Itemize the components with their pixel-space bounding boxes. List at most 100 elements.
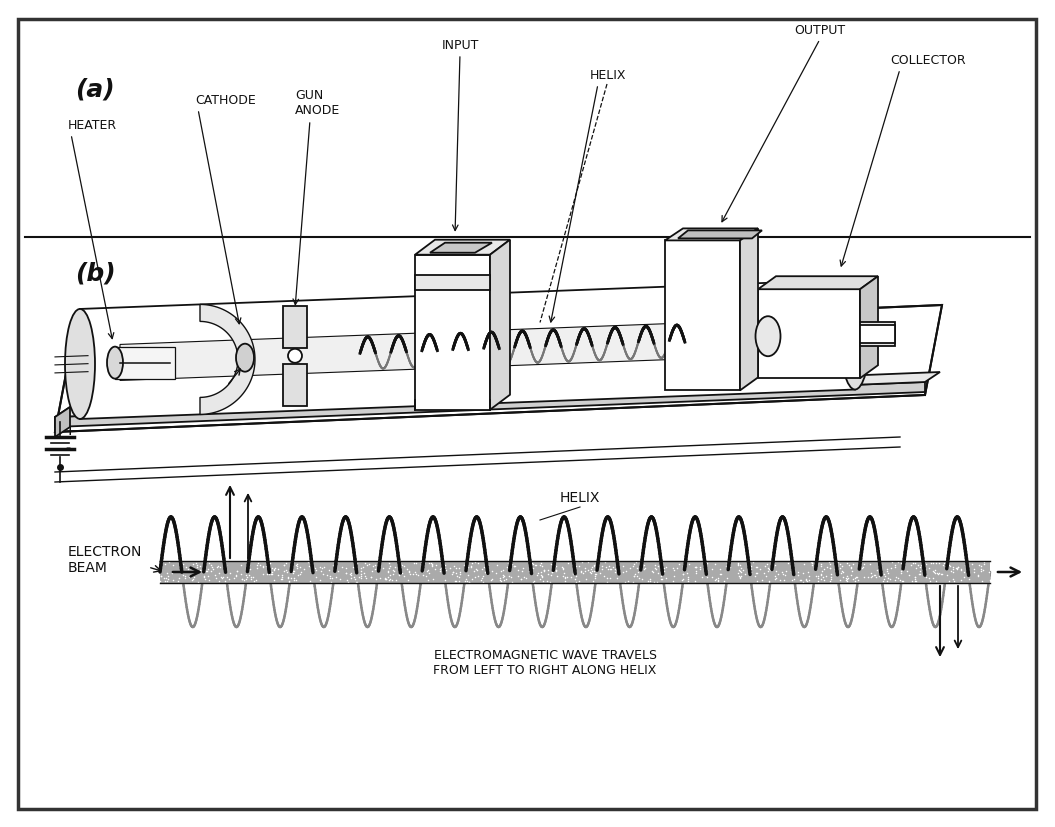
- Point: [972, 560, 989, 573]
- Point: [577, 562, 594, 575]
- Point: [523, 557, 540, 570]
- Point: [734, 563, 751, 576]
- Point: [886, 573, 903, 586]
- Point: [707, 557, 724, 571]
- Point: [536, 565, 553, 578]
- Point: [275, 558, 292, 571]
- Point: [656, 561, 673, 574]
- Point: [532, 558, 549, 571]
- Point: [627, 567, 644, 581]
- Point: [904, 575, 921, 588]
- Point: [273, 570, 290, 583]
- Point: [733, 565, 750, 578]
- Point: [876, 573, 893, 586]
- Point: [903, 558, 920, 571]
- Point: [850, 573, 867, 586]
- Point: [546, 560, 563, 573]
- Point: [381, 572, 398, 586]
- Point: [839, 571, 856, 585]
- Point: [891, 574, 908, 587]
- Point: [405, 557, 422, 570]
- Point: [262, 567, 279, 581]
- Point: [327, 571, 344, 584]
- Point: [933, 567, 950, 581]
- Point: [917, 562, 934, 575]
- Point: [518, 571, 535, 585]
- Point: [924, 556, 941, 569]
- Point: [945, 574, 962, 587]
- Point: [803, 557, 820, 570]
- Point: [953, 563, 970, 576]
- Point: [710, 571, 727, 584]
- Point: [686, 560, 703, 573]
- Point: [587, 570, 603, 583]
- Point: [865, 568, 882, 581]
- Point: [285, 571, 302, 585]
- Point: [906, 557, 923, 570]
- Point: [343, 568, 360, 581]
- Point: [254, 567, 271, 581]
- Point: [152, 575, 169, 588]
- Point: [249, 558, 266, 571]
- Point: [729, 559, 746, 572]
- Point: [390, 567, 407, 581]
- Point: [934, 567, 951, 581]
- Point: [506, 559, 523, 572]
- Point: [195, 560, 212, 573]
- Point: [510, 570, 526, 583]
- Point: [250, 557, 267, 570]
- Point: [634, 572, 651, 586]
- Point: [160, 556, 177, 569]
- Point: [464, 557, 481, 570]
- Point: [159, 574, 176, 587]
- Point: [446, 574, 463, 587]
- Point: [498, 572, 515, 586]
- Point: [270, 568, 287, 581]
- Point: [295, 562, 312, 576]
- Point: [534, 574, 551, 587]
- Point: [331, 572, 348, 586]
- Point: [567, 573, 583, 586]
- Point: [237, 573, 254, 586]
- Point: [650, 560, 667, 573]
- Point: [459, 568, 476, 581]
- Point: [971, 558, 987, 571]
- Point: [935, 558, 952, 571]
- Point: [780, 557, 797, 570]
- Point: [774, 566, 791, 580]
- Text: HEATER: HEATER: [68, 119, 117, 132]
- Point: [803, 556, 820, 569]
- Point: [199, 569, 216, 582]
- Point: [286, 573, 303, 586]
- Point: [696, 560, 713, 573]
- Point: [636, 562, 653, 575]
- Point: [848, 571, 865, 584]
- Point: [653, 572, 670, 586]
- Point: [894, 574, 910, 587]
- Polygon shape: [665, 228, 757, 241]
- Point: [674, 567, 691, 581]
- Point: [197, 564, 214, 577]
- Polygon shape: [665, 241, 740, 390]
- Point: [853, 562, 870, 575]
- Point: [385, 565, 402, 578]
- Point: [200, 574, 217, 587]
- Point: [804, 558, 821, 571]
- Point: [188, 556, 205, 569]
- Point: [859, 571, 876, 584]
- Point: [927, 556, 944, 569]
- Point: [220, 572, 237, 586]
- Point: [542, 557, 559, 571]
- Point: [827, 565, 844, 578]
- Point: [917, 557, 934, 571]
- Point: [713, 567, 730, 581]
- Point: [300, 559, 316, 572]
- Point: [358, 571, 375, 584]
- Point: [730, 570, 747, 583]
- Point: [863, 570, 880, 583]
- Point: [822, 572, 839, 586]
- Point: [235, 573, 252, 586]
- Point: [215, 571, 232, 584]
- Point: [813, 565, 830, 578]
- Point: [273, 573, 290, 586]
